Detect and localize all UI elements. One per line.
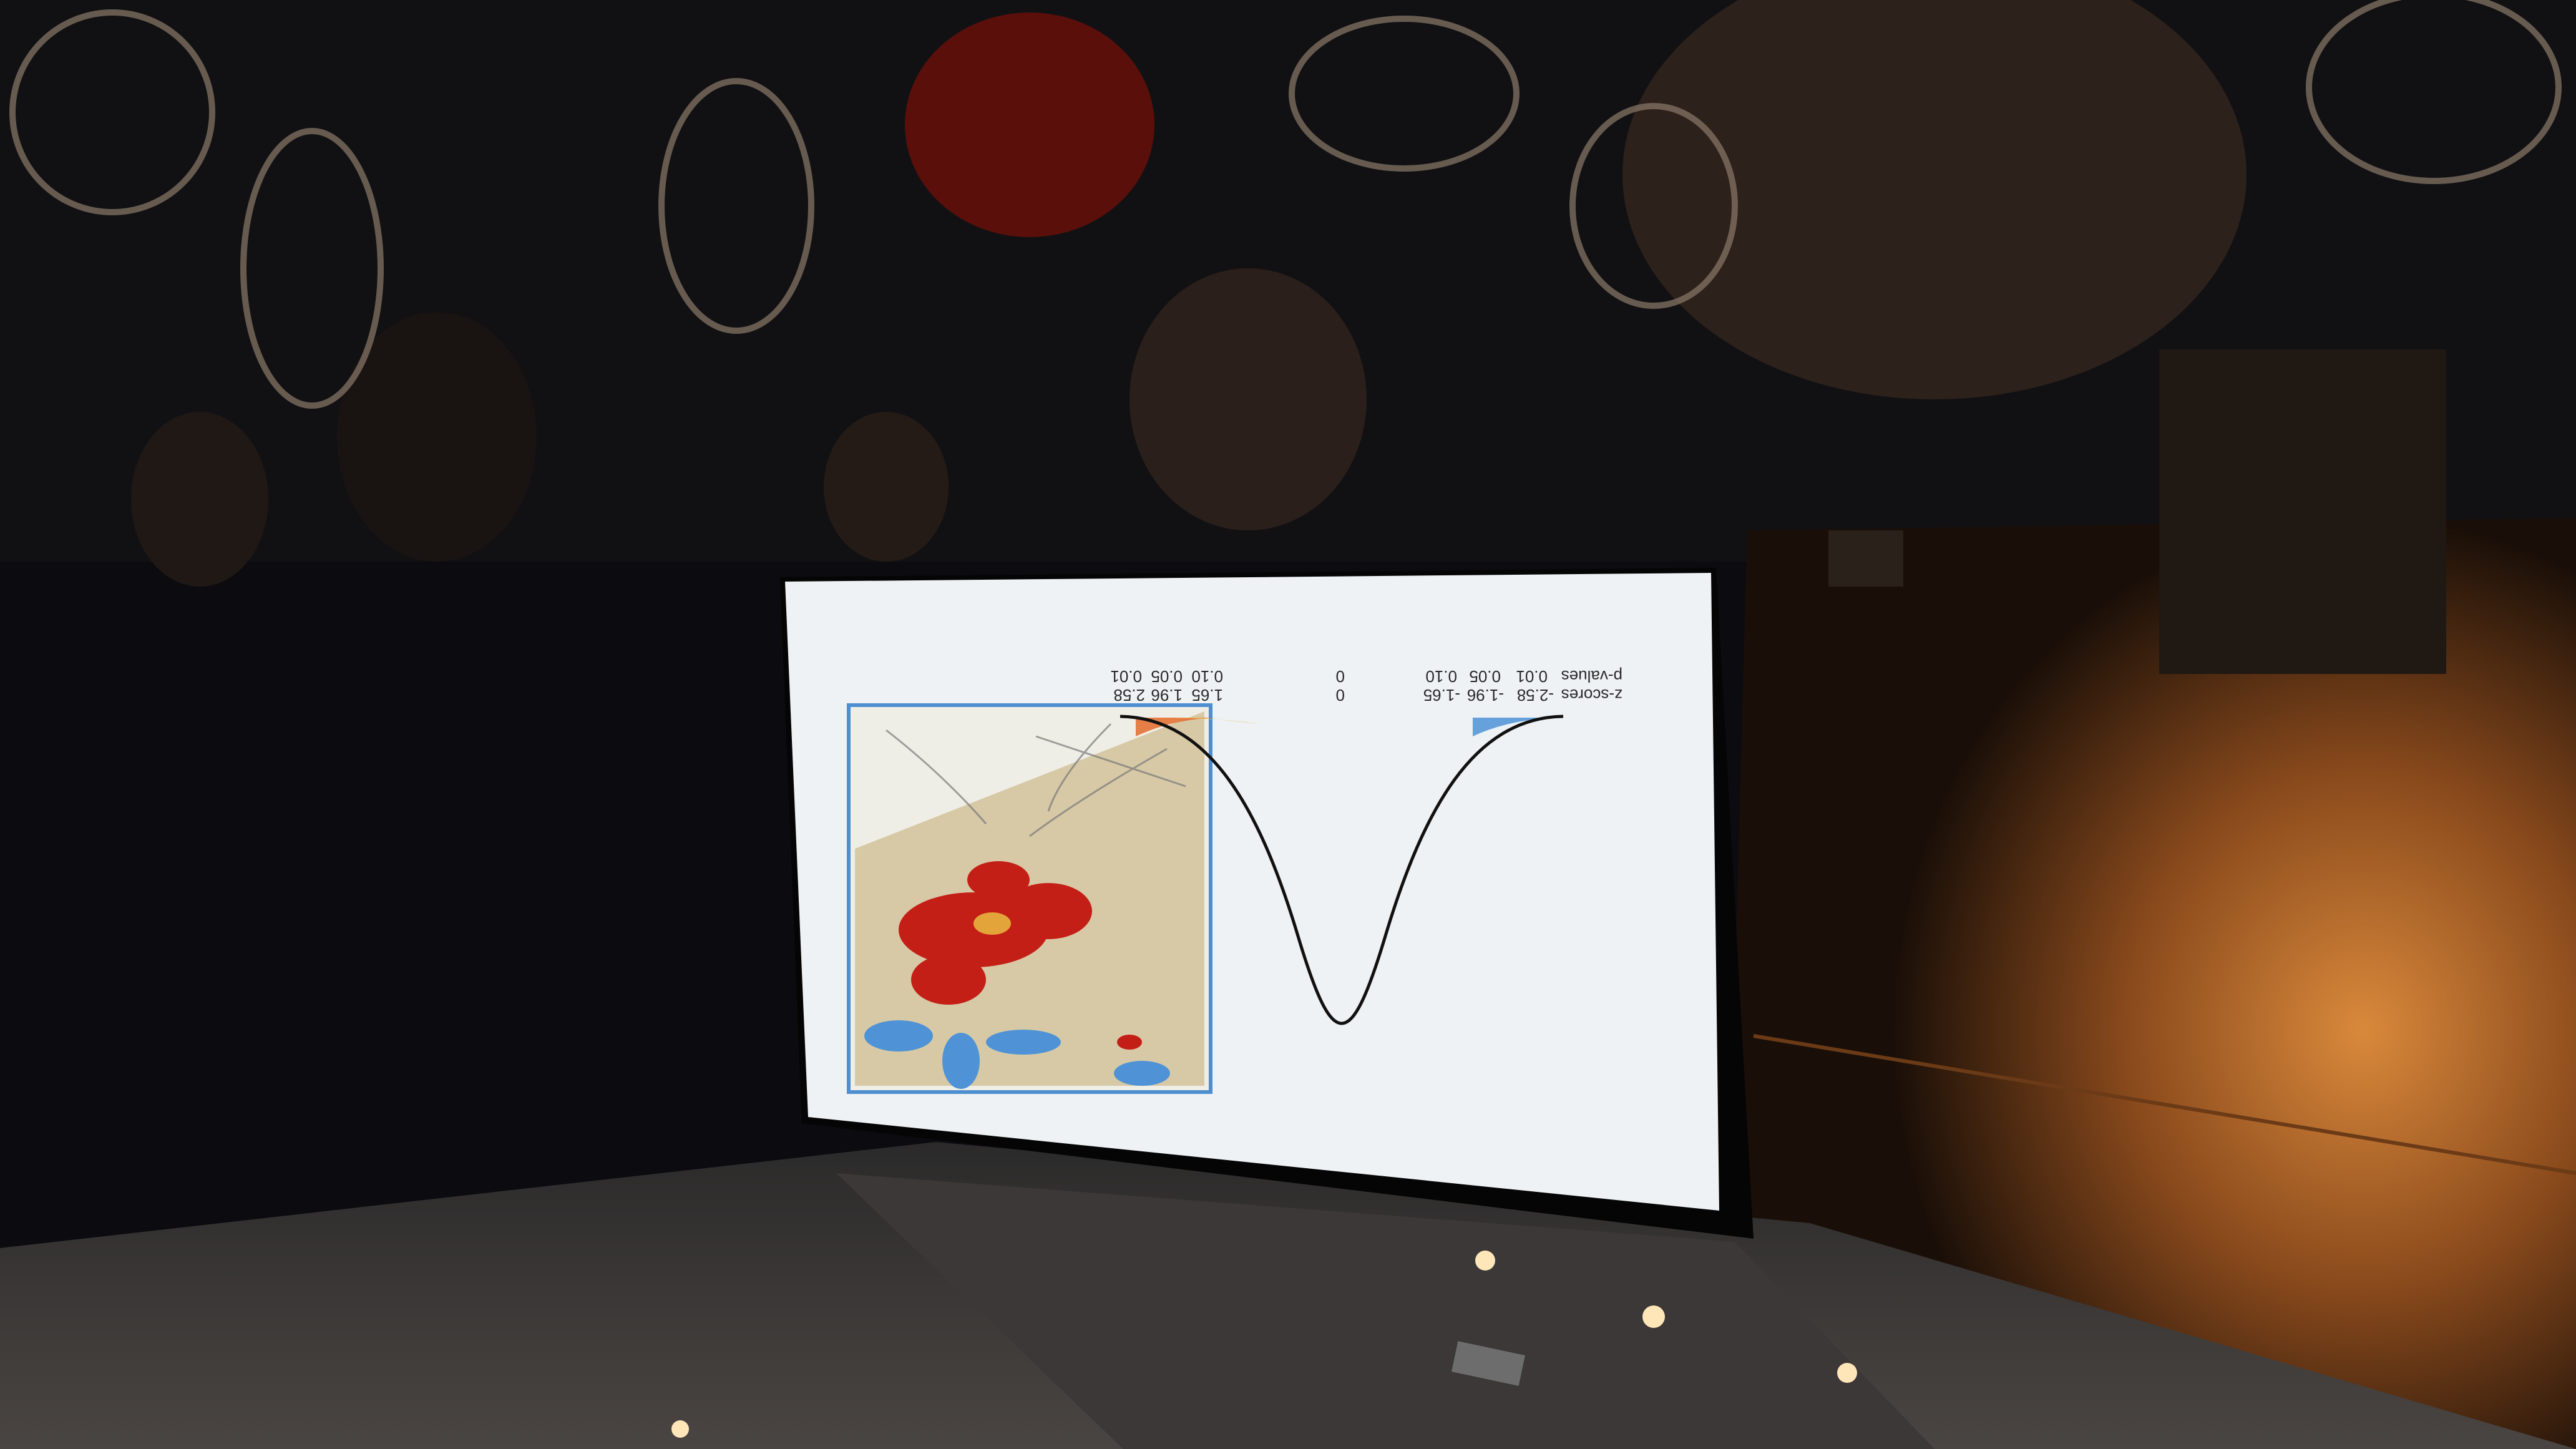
ceiling-light [671,1420,689,1438]
ceiling-light [1642,1305,1665,1328]
projector-rig [2159,349,2446,674]
z-value: -2.58 [1517,686,1554,705]
z-value: -1.96 [1467,686,1504,705]
z-value: 1.65 [1191,686,1223,705]
left-tail-fill [1473,718,1560,736]
p-value: 0.10 [1425,667,1457,686]
ceiling-light [1837,1363,1857,1383]
slide-content: z-scores p-values -2.58 -1.96 -1.65 0 1.… [847,667,1622,1094]
normal-curve [1120,715,1564,1025]
p-value: 0.05 [1151,667,1183,686]
p-value: 0 [1336,667,1345,686]
hotspot-map [847,703,1212,1094]
curve-line [1120,715,1564,1025]
p-value: 0.01 [1516,667,1548,686]
chair-frames [9,0,2562,409]
z-value: 1.96 [1151,686,1183,705]
z-value: 0 [1336,686,1345,705]
ceiling-light [1475,1251,1495,1271]
floor-vent [1451,1341,1525,1386]
p-value: 0.01 [1110,667,1142,686]
p-value: 0.05 [1469,667,1501,686]
p-values-label: p-values [1561,667,1622,686]
z-value: 2.58 [1113,686,1145,705]
audience [131,0,2247,587]
score-labels: z-scores p-values -2.58 -1.96 -1.65 0 1.… [1110,667,1622,705]
p-value: 0.10 [1191,667,1223,686]
lit-wall [1722,518,2576,1449]
z-value: -1.65 [1423,686,1460,705]
z-scores-label: z-scores [1561,686,1622,705]
